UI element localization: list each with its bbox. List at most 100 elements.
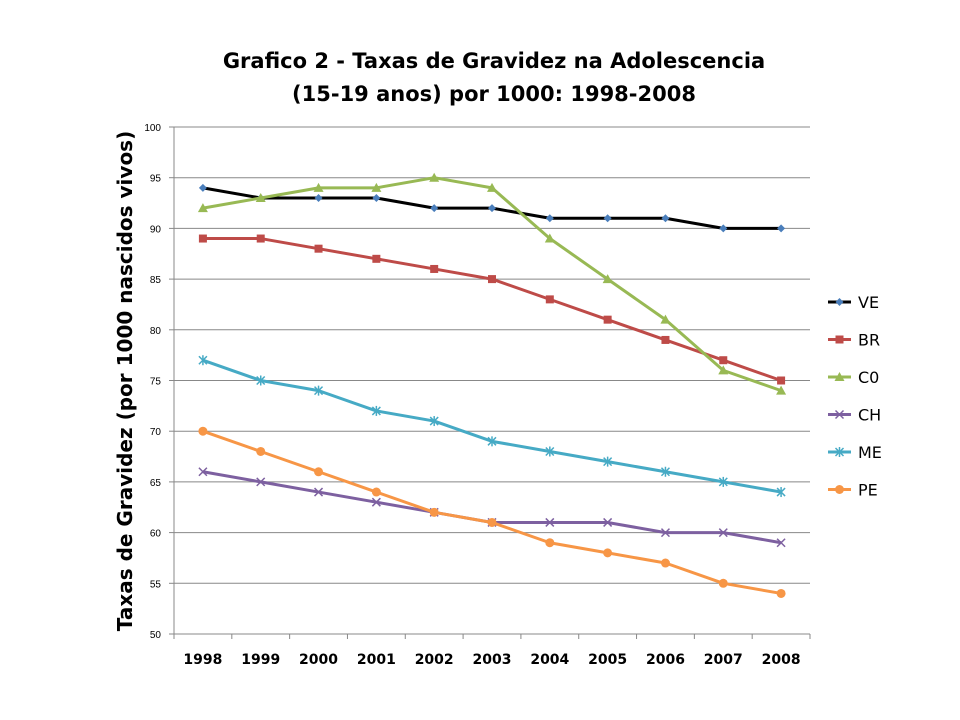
- data-point-ch-stroke: [314, 487, 324, 497]
- x-tick-label: 1999: [241, 652, 280, 668]
- data-point-c0: [429, 172, 440, 182]
- data-point-me: [660, 466, 670, 477]
- data-point-ve: [603, 214, 612, 223]
- data-point-ch-stroke: [256, 477, 266, 487]
- data-point-me: [198, 355, 208, 366]
- legend-entry-ch: CH: [828, 406, 881, 425]
- series-line-pe: [202, 429, 782, 595]
- data-point-pe: [429, 507, 439, 517]
- data-point-pe: [660, 558, 670, 568]
- data-point-ve: [777, 224, 786, 233]
- legend-marker-br: [835, 335, 844, 344]
- data-point-pe: [487, 517, 497, 527]
- y-tick-label: 80: [150, 326, 162, 337]
- x-tick-label: 2007: [704, 652, 743, 668]
- data-point-me: [545, 446, 555, 457]
- series-me: [198, 355, 786, 498]
- data-point-br: [198, 234, 207, 243]
- y-tick-label: 70: [150, 427, 162, 438]
- legend-label: BR: [858, 331, 880, 350]
- data-point-c0: [197, 203, 208, 213]
- data-point-me: [776, 487, 786, 498]
- legend-label: VE: [858, 293, 879, 312]
- data-point-ch-stroke: [660, 528, 670, 538]
- y-tick-label: 90: [150, 224, 162, 235]
- x-tick-label: 2004: [530, 652, 569, 668]
- x-tick-label: 2006: [646, 652, 685, 668]
- legend-entry-c0: C0: [828, 368, 879, 387]
- data-point-ve: [314, 193, 323, 202]
- data-point-br: [430, 264, 439, 273]
- data-point-br: [545, 295, 554, 304]
- y-tick-labels: 100 95 90 85 80 75 70 65 60 55 50: [144, 123, 161, 641]
- y-tick-label: 50: [150, 630, 162, 641]
- data-point-br: [256, 234, 265, 243]
- legend-entry-ve: VE: [828, 293, 879, 312]
- data-point-br: [603, 315, 612, 324]
- x-tick-labels: 1998 1999 2000 2001 2002 2003 2004 2005 2006 2007…: [183, 652, 800, 668]
- y-tick-label: 55: [150, 579, 162, 590]
- data-point-br: [719, 356, 728, 365]
- y-tick-label: 100: [144, 123, 161, 134]
- data-point-me: [371, 405, 381, 416]
- series-br: [198, 234, 786, 385]
- data-point-ch: [545, 517, 555, 527]
- legend-marker-c0: [834, 372, 845, 381]
- data-point-ve: [488, 204, 496, 213]
- data-point-c0: [544, 233, 555, 243]
- data-point-ve: [198, 183, 207, 192]
- data-point-ch: [256, 477, 266, 487]
- x-tick-label: 2005: [588, 652, 627, 668]
- data-point-br: [661, 335, 670, 344]
- data-point-c0: [255, 192, 266, 202]
- data-point-br: [314, 244, 323, 253]
- x-tick-label: 1998: [183, 652, 222, 668]
- data-point-br: [777, 376, 786, 385]
- y-tick-label: 60: [150, 529, 162, 540]
- data-point-ch-stroke: [603, 517, 613, 527]
- data-point-pe: [314, 467, 324, 477]
- series-c0: [197, 172, 787, 395]
- data-point-ve: [372, 193, 381, 202]
- data-point-ch-stroke: [776, 538, 786, 548]
- data-point-ch: [776, 538, 786, 548]
- x-tick-label: 2008: [762, 652, 801, 668]
- legend-label: ME: [858, 443, 882, 462]
- data-point-me: [429, 416, 439, 427]
- data-point-pe: [603, 548, 613, 558]
- data-point-ve: [430, 204, 439, 213]
- data-point-pe: [545, 538, 555, 548]
- legend-marker-ve: [835, 298, 844, 306]
- data-point-ch: [371, 497, 381, 507]
- data-point-br: [488, 275, 496, 284]
- data-point-br: [372, 254, 381, 263]
- data-point-ch-stroke: [718, 528, 728, 538]
- series-lines: [197, 172, 787, 598]
- data-point-ch: [718, 528, 728, 538]
- data-point-me: [314, 385, 324, 396]
- data-point-me: [487, 436, 497, 447]
- x-tick-label: 2001: [357, 652, 396, 668]
- legend-label: C0: [858, 368, 879, 387]
- legend-marker-ch: [834, 409, 845, 420]
- x-tick-label: 2000: [299, 652, 338, 668]
- data-point-c0: [313, 182, 324, 192]
- data-point-ch-stroke: [198, 467, 208, 477]
- y-tick-label: 75: [150, 377, 162, 388]
- data-point-ch: [314, 487, 324, 497]
- data-point-ve: [719, 224, 728, 233]
- series-ch: [198, 467, 786, 548]
- data-point-me: [603, 456, 613, 467]
- data-point-ve: [661, 214, 670, 223]
- data-point-ch-stroke: [545, 517, 555, 527]
- data-point-me: [256, 375, 266, 386]
- data-point-ch: [198, 467, 208, 477]
- x-tick-label: 2003: [473, 652, 512, 668]
- series-line-me: [202, 358, 782, 494]
- data-point-pe: [718, 578, 728, 588]
- y-axis-label: Taxas de Gravidez (por 1000 nascidos viv…: [113, 131, 137, 631]
- data-point-c0: [776, 385, 787, 395]
- data-point-ch: [660, 528, 670, 538]
- legend-entry-me: ME: [828, 443, 882, 462]
